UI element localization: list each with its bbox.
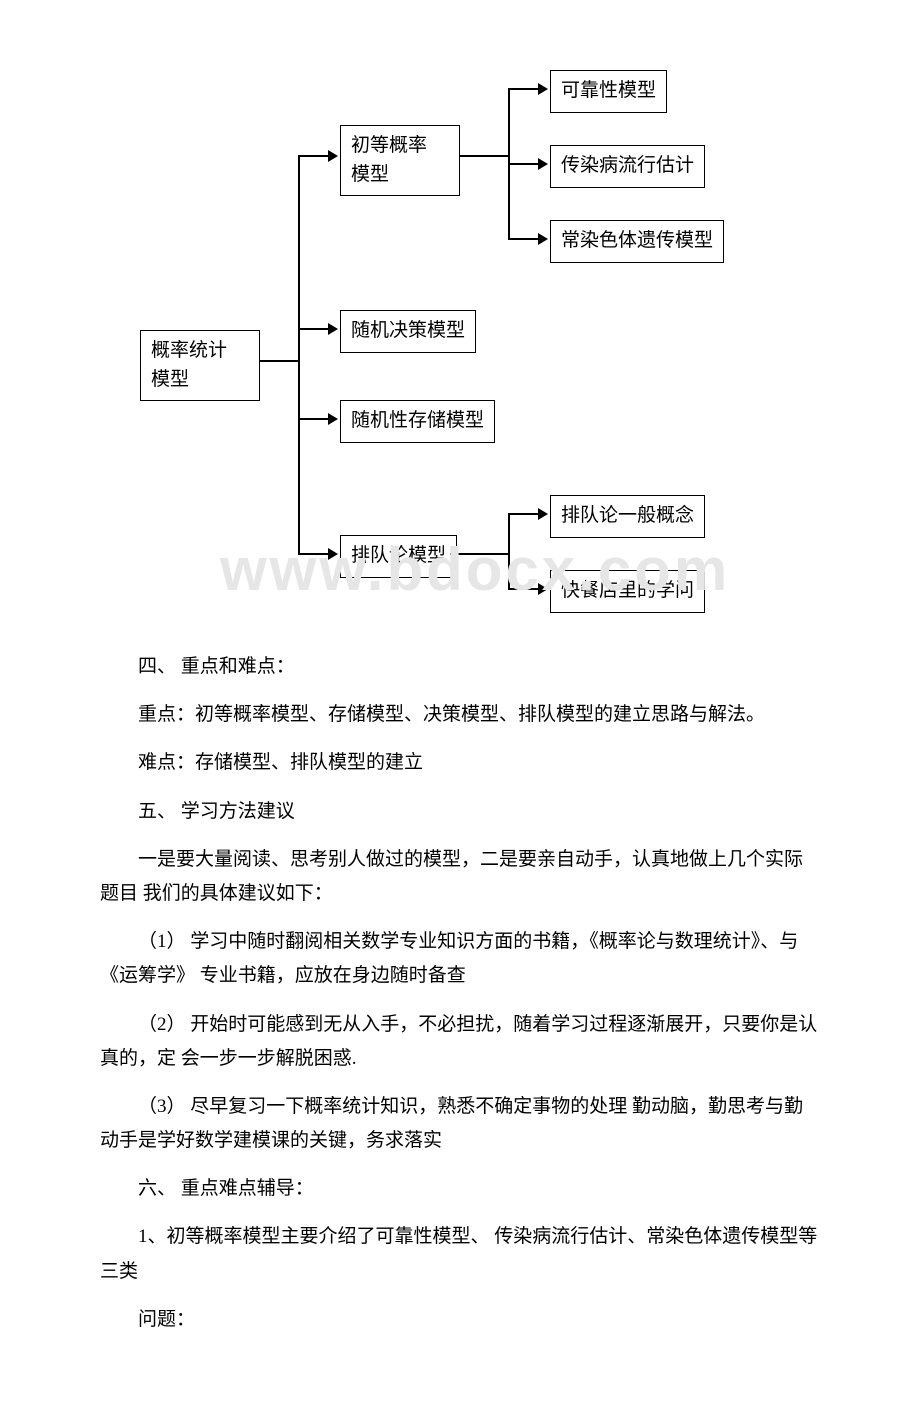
connector: [508, 513, 510, 590]
section-5-title: 五、 学习方法建议: [100, 795, 820, 829]
connector: [508, 88, 540, 90]
arrow-icon: [328, 548, 338, 560]
connector: [260, 360, 300, 362]
section-6-p2: 问题：: [100, 1303, 820, 1337]
arrow-icon: [538, 583, 548, 595]
arrow-icon: [538, 158, 548, 170]
arrow-icon: [328, 150, 338, 162]
node-epidemic-text: 传染病流行估计: [561, 155, 694, 176]
node-root: 概率统计 模型: [140, 330, 260, 401]
section-6-p1: 1、初等概率模型主要介绍了可靠性模型、 传染病流行估计、常染色体遗传模型等三类: [100, 1220, 820, 1288]
arrow-icon: [538, 233, 548, 245]
connector: [450, 553, 510, 555]
connector: [298, 418, 330, 420]
node-reliability: 可靠性模型: [550, 70, 667, 113]
hierarchy-diagram: 概率统计 模型 初等概率 模型 可靠性模型 传染病流行估计 常染色体遗传模型 随…: [100, 40, 820, 630]
connector: [508, 163, 540, 165]
section-5-li2: （2） 开始时可能感到无从入手，不必担扰，随着学习过程逐渐展开，只要你是认真的，…: [100, 1008, 820, 1076]
node-random-decision: 随机决策模型: [340, 310, 476, 353]
section-5-li3: （3） 尽早复习一下概率统计知识，熟悉不确定事物的处理 勤动脑，勤思考与勤动手是…: [100, 1090, 820, 1158]
arrow-icon: [538, 508, 548, 520]
node-random-storage: 随机性存储模型: [340, 400, 495, 443]
arrow-icon: [328, 413, 338, 425]
node-random-storage-text: 随机性存储模型: [351, 410, 484, 431]
connector: [298, 553, 330, 555]
node-root-text: 概率统计 模型: [151, 340, 227, 390]
node-fastfood-text: 快餐店里的学问: [561, 580, 694, 601]
node-queueing: 排队论模型: [340, 535, 457, 578]
section-4-title: 四、 重点和难点：: [100, 650, 820, 684]
connector: [508, 513, 540, 515]
node-genetics-text: 常染色体遗传模型: [561, 230, 713, 251]
document-body: 四、 重点和难点： 重点：初等概率模型、存储模型、决策模型、排队模型的建立思路与…: [100, 650, 820, 1337]
document-page: 概率统计 模型 初等概率 模型 可靠性模型 传染病流行估计 常染色体遗传模型 随…: [0, 0, 920, 1411]
arrow-icon: [328, 323, 338, 335]
section-4-p2: 难点：存储模型、排队模型的建立: [100, 746, 820, 780]
node-queue-concept-text: 排队论一般概念: [561, 505, 694, 526]
arrow-icon: [538, 83, 548, 95]
node-elementary-prob-text: 初等概率 模型: [351, 135, 427, 185]
connector: [298, 155, 300, 555]
node-elementary-prob: 初等概率 模型: [340, 125, 460, 196]
node-queueing-text: 排队论模型: [351, 545, 446, 566]
section-5-li1: （1） 学习中随时翻阅相关数学专业知识方面的书籍，《概率论与数理统计》、与《运筹…: [100, 925, 820, 993]
connector: [460, 155, 510, 157]
node-random-decision-text: 随机决策模型: [351, 320, 465, 341]
connector: [508, 238, 540, 240]
connector: [508, 588, 540, 590]
node-fastfood: 快餐店里的学问: [550, 570, 705, 613]
node-queue-concept: 排队论一般概念: [550, 495, 705, 538]
section-6-title: 六、 重点难点辅导：: [100, 1172, 820, 1206]
section-5-p1: 一是要大量阅读、思考别人做过的模型，二是要亲自动手，认真地做上几个实际题目 我们…: [100, 843, 820, 911]
node-reliability-text: 可靠性模型: [561, 80, 656, 101]
node-genetics: 常染色体遗传模型: [550, 220, 724, 263]
connector: [298, 155, 330, 157]
connector: [298, 328, 330, 330]
section-4-p1: 重点：初等概率模型、存储模型、决策模型、排队模型的建立思路与解法。: [100, 698, 820, 732]
node-epidemic: 传染病流行估计: [550, 145, 705, 188]
